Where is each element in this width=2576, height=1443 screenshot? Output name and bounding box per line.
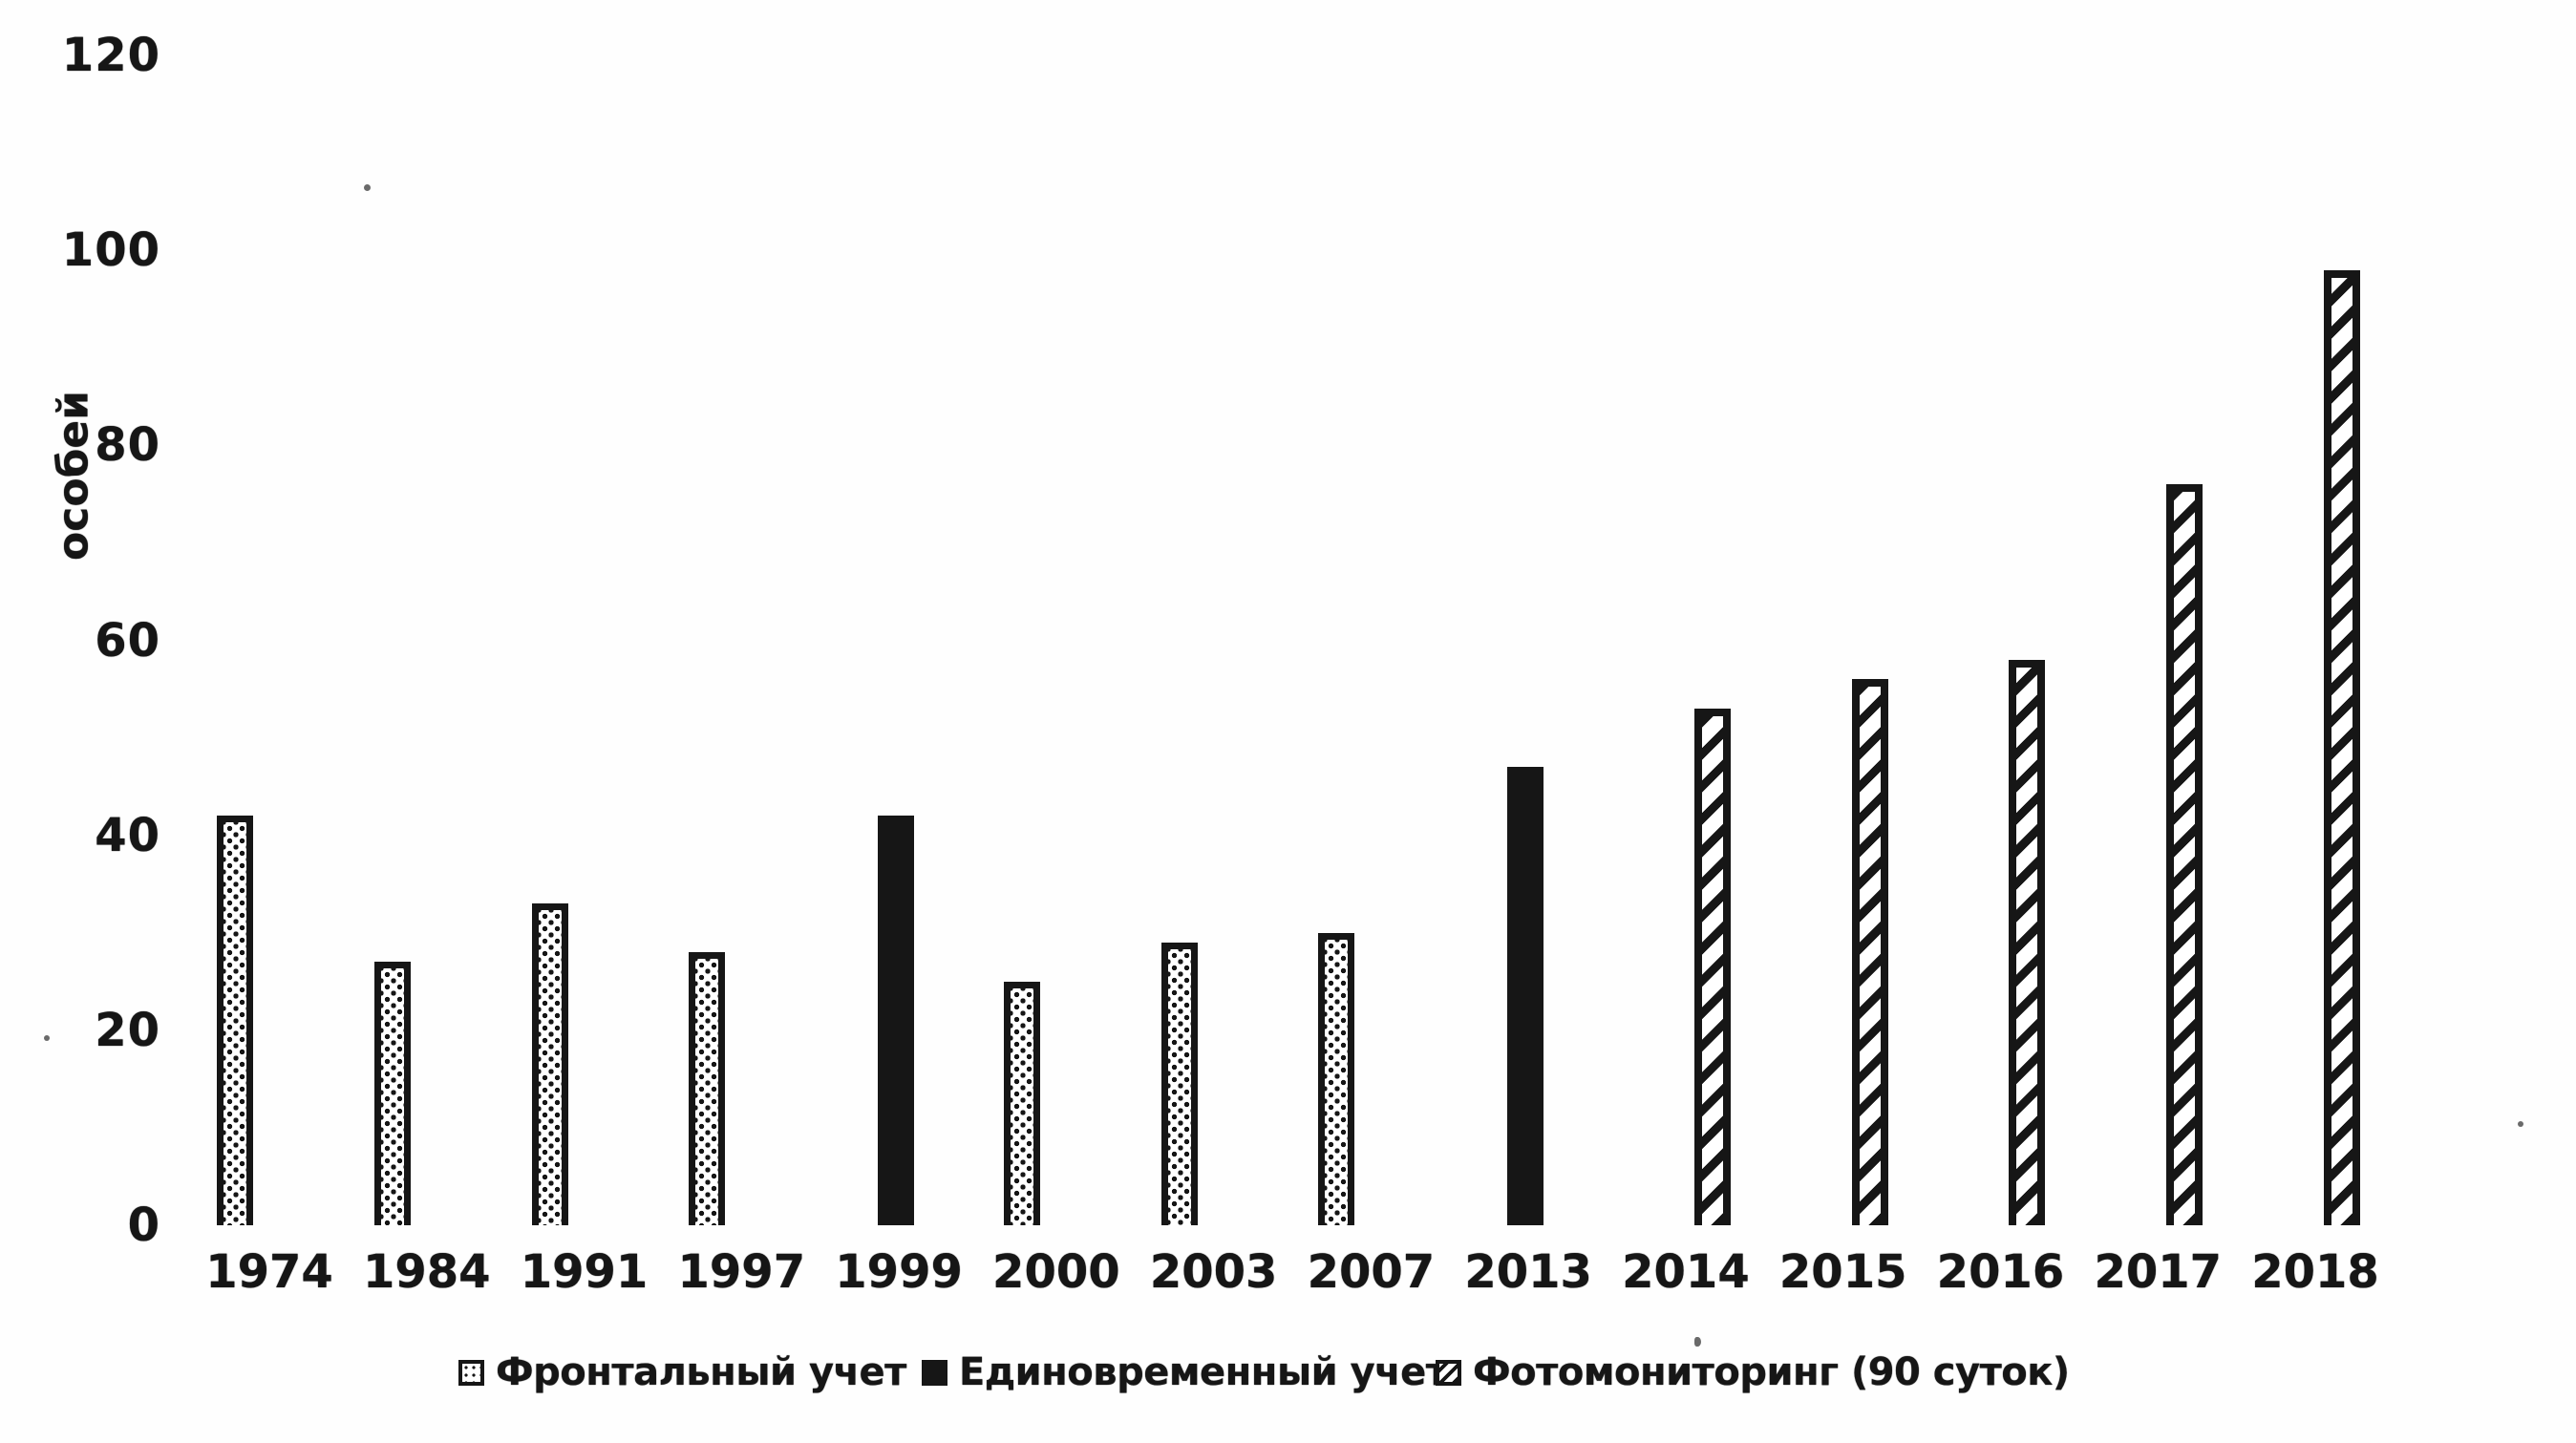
x-axis-tick-label: 2018 — [2251, 1245, 2379, 1299]
y-axis-tick-label: 20 — [95, 1003, 160, 1057]
bar-2000 — [1003, 981, 1040, 1225]
bar-1991 — [531, 903, 568, 1225]
legend-item-single-count: Единовременный учет — [922, 1350, 1448, 1394]
bar-2007 — [1318, 932, 1355, 1225]
x-axis-tick-label: 1974 — [205, 1245, 333, 1299]
scan-speck — [1694, 1337, 1701, 1347]
legend-item-photomonitoring: Фотомониторинг (90 суток) — [1436, 1350, 2070, 1394]
bar-1997 — [689, 952, 726, 1225]
legend-label: Единовременный учет — [959, 1350, 1448, 1394]
x-axis-tick-label: 2007 — [1307, 1245, 1436, 1299]
bar-1999 — [878, 816, 915, 1225]
bar-2016 — [2009, 659, 2046, 1225]
bar-1984 — [373, 962, 411, 1225]
x-axis-tick-label: 2014 — [1622, 1245, 1750, 1299]
bar-2015 — [1851, 679, 1888, 1225]
hatched-pattern-swatch-icon — [1436, 1359, 1461, 1386]
bar-2018 — [2324, 269, 2360, 1225]
x-axis-tick-label: 2000 — [992, 1245, 1120, 1299]
y-axis-tick-label: 40 — [95, 808, 160, 862]
dotted-pattern-swatch-icon — [458, 1359, 484, 1386]
y-axis-tick-label: 100 — [61, 223, 160, 278]
y-axis-title: особей — [49, 391, 98, 561]
scan-speck — [364, 184, 371, 191]
x-axis-tick-label: 2016 — [1936, 1245, 2065, 1299]
x-axis-tick-label: 2013 — [1464, 1245, 1592, 1299]
legend-label: Фронтальный учет — [496, 1350, 906, 1394]
x-axis-tick-label: 1999 — [835, 1245, 963, 1299]
y-axis-tick-label: 60 — [95, 613, 160, 668]
solid-pattern-swatch-icon — [922, 1359, 947, 1386]
bar-1974 — [217, 816, 253, 1225]
legend-label: Фотомониторинг (90 суток) — [1473, 1350, 2070, 1394]
bar-2017 — [2166, 484, 2203, 1225]
x-axis-tick-label: 2017 — [2094, 1245, 2223, 1299]
x-axis-tick-label: 2003 — [1149, 1245, 1278, 1299]
y-axis-tick-label: 120 — [61, 29, 160, 83]
bar-2014 — [1693, 708, 1731, 1225]
legend-item-frontal: Фронтальный учет — [458, 1350, 906, 1394]
x-axis-tick-label: 1991 — [520, 1245, 649, 1299]
x-axis-tick-label: 2015 — [1778, 1245, 1907, 1299]
x-axis-tick-label: 1997 — [677, 1245, 806, 1299]
x-axis-tick-label: 1984 — [362, 1245, 491, 1299]
bar-2003 — [1160, 942, 1198, 1225]
bar-2013 — [1507, 767, 1544, 1225]
y-axis-tick-label: 80 — [95, 418, 160, 473]
scan-speck — [2518, 1121, 2523, 1127]
scan-speck — [44, 1035, 50, 1041]
y-axis-tick-label: 0 — [127, 1199, 160, 1252]
